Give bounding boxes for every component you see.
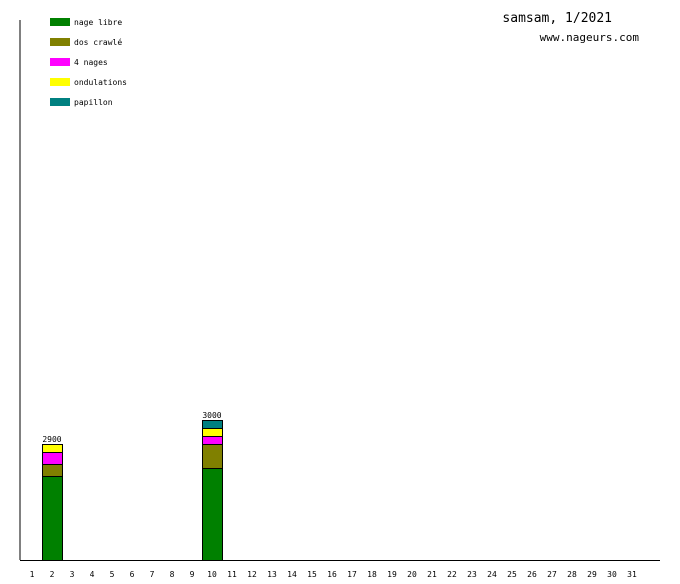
bar-total-label: 2900: [42, 435, 61, 444]
x-tick-label: 18: [367, 570, 377, 579]
legend-swatch: [50, 98, 70, 106]
x-tick-label: 5: [110, 570, 115, 579]
x-tick-label: 7: [150, 570, 155, 579]
x-tick-label: 31: [627, 570, 637, 579]
x-tick-label: 3: [70, 570, 75, 579]
legend-label: dos crawlé: [74, 37, 122, 47]
x-tick-label: 30: [607, 570, 617, 579]
x-tick-label: 15: [307, 570, 317, 579]
x-tick-label: 27: [547, 570, 557, 579]
totals-layer: 2900 3000: [42, 411, 221, 444]
x-tick-label: 4: [90, 570, 95, 579]
x-tick-label: 19: [387, 570, 397, 579]
x-tick-label: 20: [407, 570, 417, 579]
x-tick-labels: 1 2 3 4 5 6 7 8 9 10 11 12 13 14 15 16 17 18 19 20 21 22 23 24 2…: [30, 570, 637, 579]
bar-segment-4-nages-day-10: [202, 436, 223, 445]
x-tick-label: 11: [227, 570, 237, 579]
bars-layer: [42, 420, 223, 561]
bar-segment-dos-crawlé-day-10: [202, 444, 223, 469]
x-tick-label: 25: [507, 570, 517, 579]
x-tick-label: 29: [587, 570, 597, 579]
x-tick-label: 24: [487, 570, 497, 579]
bar-segment-nage-libre-day-2: [42, 476, 63, 561]
x-tick-label: 13: [267, 570, 277, 579]
x-tick-label: 21: [427, 570, 437, 579]
x-tick-label: 14: [287, 570, 297, 579]
x-tick-label: 8: [170, 570, 175, 579]
x-tick-label: 17: [347, 570, 357, 579]
bar-segment-papillon-day-10: [202, 420, 223, 429]
legend: nage libre dos crawlé 4 nages ondulations pa…: [50, 18, 127, 107]
legend-label: 4 nages: [74, 58, 108, 67]
bar-segment-ondulations-day-2: [42, 444, 63, 453]
legend-swatch: [50, 18, 70, 26]
legend-label: papillon: [74, 98, 113, 107]
x-tick-label: 12: [247, 570, 257, 579]
legend-swatch: [50, 58, 70, 66]
x-tick-label: 9: [190, 570, 195, 579]
x-tick-label: 26: [527, 570, 537, 579]
legend-label: nage libre: [74, 18, 122, 27]
x-tick-label: 22: [447, 570, 457, 579]
x-tick-label: 10: [207, 570, 217, 579]
bar-segment-dos-crawlé-day-2: [42, 464, 63, 477]
bar-segment-ondulations-day-10: [202, 428, 223, 437]
chart-subtitle: www.nageurs.com: [540, 31, 640, 44]
x-tick-label: 16: [327, 570, 337, 579]
chart-title: samsam, 1/2021: [502, 11, 612, 26]
x-tick-label: 23: [467, 570, 477, 579]
bar-total-label: 3000: [202, 411, 221, 420]
x-tick-label: 28: [567, 570, 577, 579]
legend-label: ondulations: [74, 78, 127, 87]
x-tick-label: 6: [130, 570, 135, 579]
x-tick-label: 2: [50, 570, 55, 579]
legend-swatch: [50, 38, 70, 46]
bar-segment-4-nages-day-2: [42, 452, 63, 465]
bar-segment-nage-libre-day-10: [202, 468, 223, 561]
x-tick-label: 1: [30, 570, 35, 579]
legend-swatch: [50, 78, 70, 86]
